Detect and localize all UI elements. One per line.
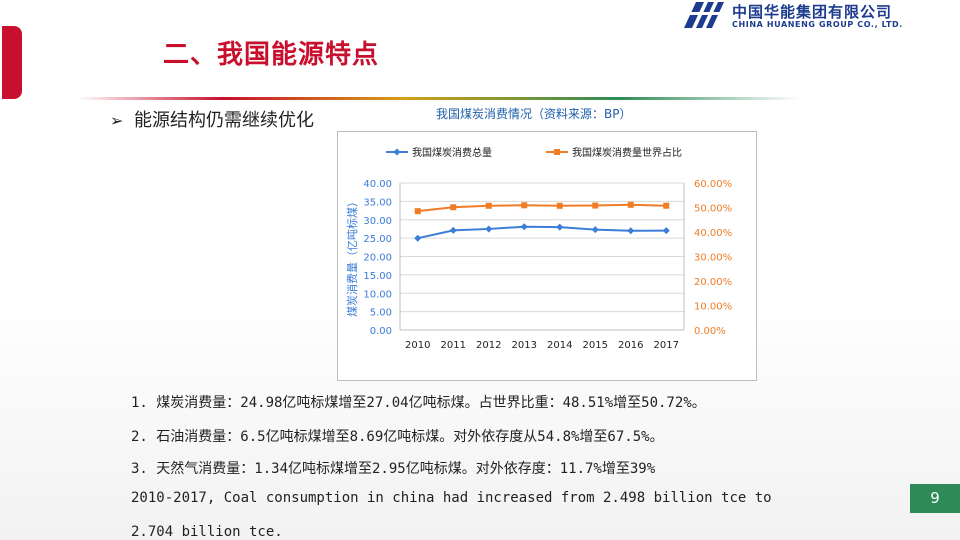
- data-point: [485, 225, 493, 233]
- x-tick-label: 2010: [405, 340, 430, 351]
- accent-bar: [2, 26, 22, 99]
- legend-marker: [393, 148, 401, 156]
- series-line: [417, 203, 667, 213]
- legend-label: 我国煤炭消费量世界占比: [572, 146, 682, 159]
- huaneng-logo-icon: [678, 2, 726, 28]
- data-point: [521, 202, 528, 209]
- y2-tick-label: 40.00%: [694, 228, 732, 239]
- note-gas: 3. 天然气消费量：1.34亿吨标煤增至2.95亿吨标煤。对外依存度：11.7%…: [131, 461, 656, 477]
- data-point: [485, 202, 492, 209]
- x-tick-label: 2017: [654, 340, 679, 351]
- data-point: [450, 204, 457, 211]
- legend-marker: [554, 149, 560, 155]
- company-logo: 中国华能集团有限公司 CHINA HUANENG GROUP CO., LTD.: [676, 0, 960, 32]
- x-tick-label: 2014: [547, 340, 572, 351]
- data-point: [662, 227, 670, 235]
- bullet-text: 能源结构仍需继续优化: [134, 110, 314, 131]
- chart-title: 我国煤炭消费情况（资料来源：BP）: [436, 107, 632, 121]
- y-tick-label: 0.00: [370, 326, 392, 337]
- x-tick-label: 2015: [583, 340, 608, 351]
- y-tick-label: 40.00: [363, 179, 392, 190]
- x-tick-label: 2012: [476, 340, 501, 351]
- data-point: [520, 223, 528, 231]
- page-number-badge: 9: [910, 484, 960, 513]
- data-point: [592, 202, 599, 209]
- data-point: [663, 202, 670, 209]
- y-tick-label: 25.00: [363, 234, 392, 245]
- y-tick-label: 35.00: [363, 197, 392, 208]
- data-point: [556, 202, 563, 209]
- data-point: [556, 223, 564, 231]
- y-axis-label: 煤炭消费量（亿吨标煤）: [345, 196, 359, 317]
- y2-tick-label: 20.00%: [694, 277, 732, 288]
- y-tick-label: 5.00: [370, 308, 392, 319]
- data-point: [449, 226, 457, 234]
- series-line: [417, 225, 667, 240]
- title-underline: [78, 97, 800, 100]
- y2-tick-label: 10.00%: [694, 302, 732, 313]
- data-point: [627, 201, 634, 208]
- note-english-2: 2.704 billion tce.: [131, 524, 283, 540]
- x-tick-label: 2011: [441, 340, 466, 351]
- y-tick-label: 20.00: [363, 253, 392, 264]
- coal-consumption-chart: 0.00 5.00 10.00 15.00 20.00 25.00 30.00 35.00 40…: [337, 131, 757, 381]
- y2-tick-label: 60.00%: [694, 179, 732, 190]
- y2-tick-label: 0.00%: [694, 326, 726, 337]
- arrow-bullet-icon: ➢: [110, 111, 124, 130]
- data-point: [414, 234, 422, 242]
- y-tick-label: 30.00: [363, 216, 392, 227]
- logo-chinese-name: 中国华能集团有限公司: [732, 3, 893, 21]
- chart-canvas: 0.00 5.00 10.00 15.00 20.00 25.00 30.00 35.00 40…: [345, 146, 732, 351]
- x-tick-label: 2013: [512, 340, 537, 351]
- y-tick-label: 15.00: [363, 271, 392, 282]
- data-point: [591, 226, 599, 234]
- data-point: [414, 208, 421, 215]
- x-tick-label: 2016: [618, 340, 643, 351]
- y2-tick-label: 50.00%: [694, 204, 732, 215]
- note-coal: 1. 煤炭消费量：24.98亿吨标煤增至27.04亿吨标煤。占世界比重：48.5…: [131, 395, 706, 411]
- page-title: 二、我国能源特点: [163, 40, 380, 70]
- logo-english-name: CHINA HUANENG GROUP CO., LTD.: [732, 20, 903, 29]
- data-point: [627, 227, 635, 235]
- note-english-1: 2010-2017, Coal consumption in china had…: [131, 490, 772, 506]
- bullet-point: ➢ 能源结构仍需继续优化: [110, 106, 314, 132]
- note-oil: 2. 石油消费量：6.5亿吨标煤增至8.69亿吨标煤。对外依存度从54.8%增至…: [131, 429, 664, 445]
- legend-label: 我国煤炭消费总量: [412, 146, 492, 159]
- y2-tick-label: 30.00%: [694, 253, 732, 264]
- y-tick-label: 10.00: [363, 289, 392, 300]
